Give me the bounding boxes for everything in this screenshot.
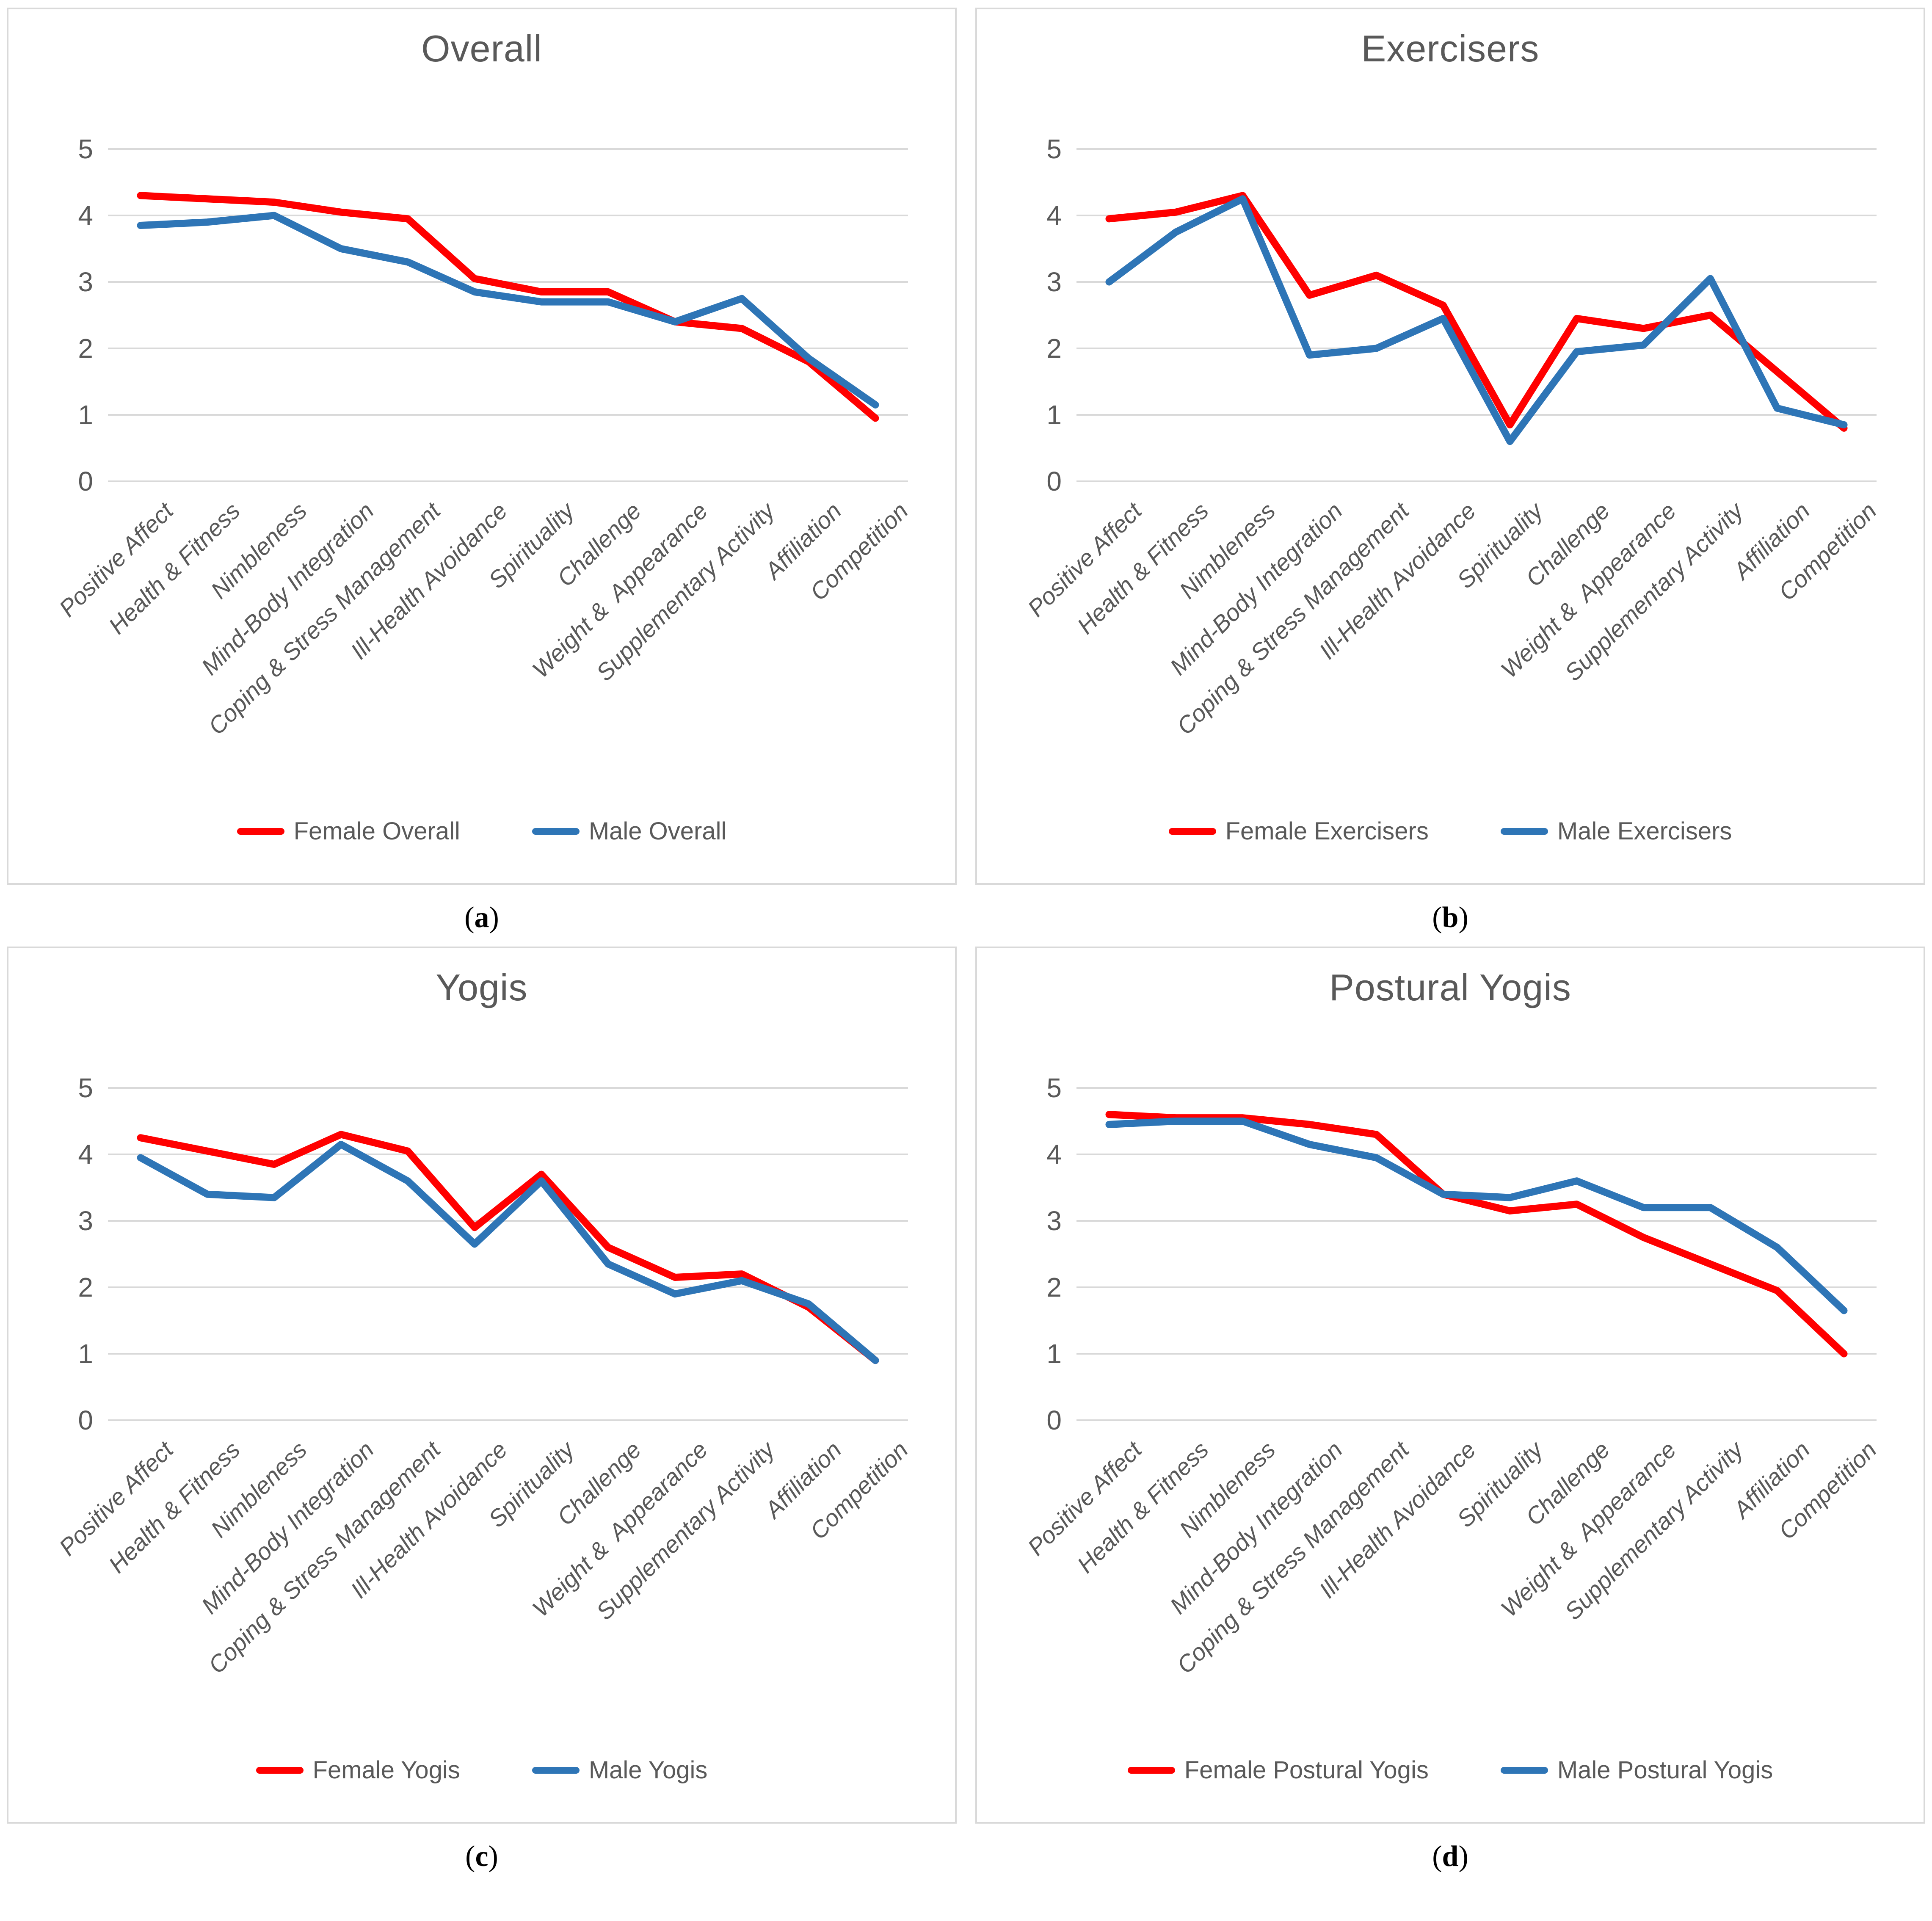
- female-series-line: [1105, 192, 1848, 432]
- chart-title: Overall: [421, 28, 542, 69]
- legend-label: Female Yogis: [312, 1756, 460, 1784]
- y-axis-tick-label: 5: [1046, 1073, 1062, 1103]
- line-chart: [108, 148, 908, 482]
- legend-item-male: Male Exercisers: [1500, 817, 1732, 845]
- y-axis-tick-label: 0: [1046, 466, 1062, 497]
- y-axis-tick-label: 2: [78, 1272, 93, 1303]
- chart-panel-exercisers: 0 1 2 3 4 5 Positive Affect Health & Fitness Nim…: [975, 8, 1925, 885]
- y-axis-tick-label: 4: [78, 1139, 93, 1170]
- legend-item-male: Male Postural Yogis: [1500, 1756, 1773, 1784]
- male-series-line: [137, 212, 879, 408]
- y-axis-tick-label: 4: [78, 200, 93, 231]
- legend-item-male: Male Yogis: [532, 1756, 708, 1784]
- female-series-line: [137, 192, 879, 422]
- male-series-line: [1105, 195, 1848, 445]
- chart-panel-yogis: 0 1 2 3 4 5 Positive Affect Health & Fitness Nim…: [7, 947, 957, 1824]
- male-legend-swatch: [1500, 1766, 1548, 1774]
- line-chart: [1076, 148, 1877, 482]
- legend-label: Male Overall: [588, 817, 727, 845]
- y-axis-tick-label: 5: [78, 1073, 93, 1103]
- y-axis-tick-label: 2: [1046, 1272, 1062, 1303]
- line-chart: [108, 1087, 908, 1421]
- legend-label: Female Postural Yogis: [1184, 1756, 1429, 1784]
- figure-caption: (c): [465, 1840, 498, 1873]
- legend-label: Female Overall: [293, 817, 460, 845]
- y-axis-tick-label: 3: [1046, 267, 1062, 297]
- male-legend-swatch: [1500, 828, 1548, 835]
- y-axis-tick-label: 0: [1046, 1405, 1062, 1435]
- female-legend-swatch: [1127, 1766, 1175, 1774]
- y-axis-tick-label: 1: [1046, 1339, 1062, 1369]
- chart-cell-b: 0 1 2 3 4 5 Positive Affect Health & Fitness Nim…: [975, 8, 1925, 935]
- y-axis-tick-label: 5: [78, 134, 93, 164]
- chart-cell-d: 0 1 2 3 4 5 Positive Affect Health & Fitness Nim…: [975, 947, 1925, 1874]
- legend-item-female: Female Yogis: [256, 1756, 460, 1784]
- line-chart: [1076, 1087, 1877, 1421]
- y-axis-tick-label: 5: [1046, 134, 1062, 164]
- y-axis-tick-label: 3: [78, 1206, 93, 1236]
- caption-letter: d: [1442, 1840, 1459, 1873]
- y-axis-tick-label: 4: [1046, 1139, 1062, 1170]
- y-axis-tick-label: 1: [1046, 400, 1062, 430]
- male-legend-swatch: [532, 828, 580, 835]
- legend-label: Male Exercisers: [1557, 817, 1732, 845]
- caption-letter: b: [1442, 901, 1459, 934]
- female-series-line: [1105, 1111, 1848, 1358]
- legend-label: Male Yogis: [588, 1756, 708, 1784]
- legend: Female Postural Yogis Male Postural Yogi…: [977, 1756, 1924, 1784]
- y-axis-tick-label: 2: [78, 333, 93, 364]
- legend-label: Male Postural Yogis: [1557, 1756, 1773, 1784]
- plot-area: 0 1 2 3 4 5 Positive Affect Health & Fitness Nim…: [977, 948, 1924, 1822]
- plot-area: 0 1 2 3 4 5 Positive Affect Health & Fitness Nim…: [8, 9, 955, 883]
- caption-letter: c: [475, 1840, 489, 1873]
- y-axis-tick-label: 1: [78, 1339, 93, 1369]
- chart-panel-overall: 0 1 2 3 4 5 Positive Affect Health & Fitness Nim…: [7, 8, 957, 885]
- chart-cell-a: 0 1 2 3 4 5 Positive Affect Health & Fitness Nim…: [7, 8, 957, 935]
- female-series-line: [137, 1131, 879, 1364]
- y-axis-tick-label: 2: [1046, 333, 1062, 364]
- chart-title: Exercisers: [1361, 28, 1540, 69]
- female-legend-swatch: [237, 828, 284, 835]
- female-legend-swatch: [1168, 828, 1216, 835]
- legend-item-female: Female Overall: [237, 817, 460, 845]
- legend-item-female: Female Exercisers: [1168, 817, 1429, 845]
- legend: Female Yogis Male Yogis: [8, 1756, 955, 1784]
- figure-caption: (d): [1432, 1840, 1468, 1873]
- female-legend-swatch: [256, 1766, 304, 1774]
- y-axis-tick-label: 0: [78, 1405, 93, 1435]
- y-axis-tick-label: 3: [78, 267, 93, 297]
- legend-label: Female Exercisers: [1225, 817, 1429, 845]
- y-axis-tick-label: 3: [1046, 1206, 1062, 1236]
- y-axis-tick-label: 1: [78, 400, 93, 430]
- y-axis-tick-label: 0: [78, 466, 93, 497]
- caption-letter: a: [474, 901, 489, 934]
- chart-cell-c: 0 1 2 3 4 5 Positive Affect Health & Fitness Nim…: [7, 947, 957, 1874]
- male-series-line: [137, 1140, 879, 1364]
- chart-panel-postural-yogis: 0 1 2 3 4 5 Positive Affect Health & Fitness Nim…: [975, 947, 1925, 1824]
- chart-title: Postural Yogis: [1329, 966, 1571, 1008]
- legend: Female Overall Male Overall: [8, 817, 955, 845]
- y-axis-tick-label: 4: [1046, 200, 1062, 231]
- legend-item-female: Female Postural Yogis: [1127, 1756, 1429, 1784]
- chart-title: Yogis: [436, 966, 528, 1008]
- male-legend-swatch: [532, 1766, 580, 1774]
- legend: Female Exercisers Male Exercisers: [977, 817, 1924, 845]
- plot-area: 0 1 2 3 4 5 Positive Affect Health & Fitness Nim…: [977, 9, 1924, 883]
- plot-area: 0 1 2 3 4 5 Positive Affect Health & Fitness Nim…: [8, 948, 955, 1822]
- legend-item-male: Male Overall: [532, 817, 727, 845]
- figure-caption: (b): [1432, 901, 1468, 934]
- male-series-line: [1105, 1118, 1848, 1314]
- figure-caption: (a): [464, 901, 499, 934]
